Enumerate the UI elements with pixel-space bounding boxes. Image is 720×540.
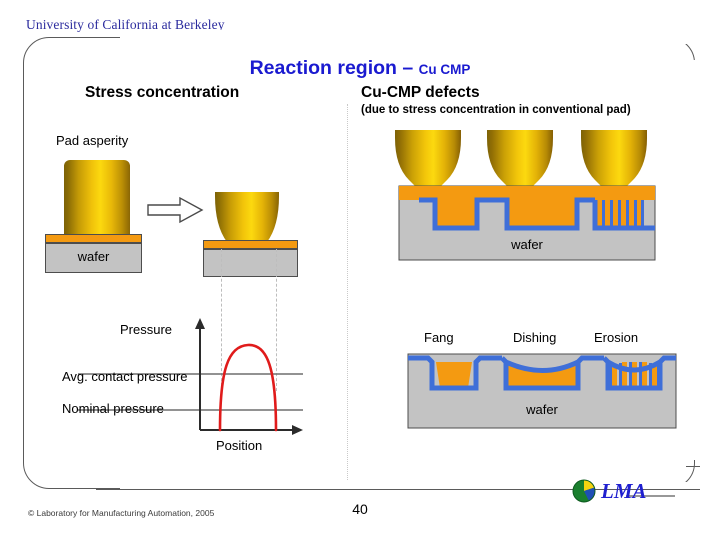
cu-cmp-defects-diagram xyxy=(407,353,677,429)
pad-asperity-3 xyxy=(581,130,647,186)
wafer1-body xyxy=(45,243,142,273)
erosion-line-1 xyxy=(612,364,617,388)
left-column-heading: Stress concentration xyxy=(85,84,240,101)
wafer1-label: wafer xyxy=(77,249,110,264)
guide-line-right xyxy=(276,249,277,391)
pie-circle-logo-icon xyxy=(572,479,675,503)
fang-copper xyxy=(436,362,472,388)
avg-contact-pressure-label: Avg. contact pressure xyxy=(62,369,188,384)
dense-line-2 xyxy=(605,200,610,226)
barrier-liner-1 xyxy=(419,197,495,231)
right-block-arrow-icon xyxy=(147,196,204,224)
frame-mask-top xyxy=(120,30,710,44)
nominal-pressure-label: Nominal pressure xyxy=(62,401,164,416)
page-number: 40 xyxy=(352,501,368,517)
wafer-label-bottom-diagram: wafer xyxy=(526,402,558,417)
trench-copper-1 xyxy=(435,200,477,228)
chart-x-axis-arrow xyxy=(292,425,303,435)
page-title-main: Reaction region xyxy=(249,57,397,79)
page-title-dash: – xyxy=(402,57,414,79)
chart-y-axis-label: Pressure xyxy=(120,322,173,337)
defect-label-dishing: Dishing xyxy=(513,330,557,345)
guide-line-left xyxy=(221,249,222,391)
barrier-liner-2 xyxy=(495,197,595,231)
dense-line-3 xyxy=(613,200,618,226)
trench-copper-2 xyxy=(507,200,577,228)
wafer-label-top-diagram: wafer xyxy=(511,237,543,252)
university-header: University of California at Berkeley xyxy=(26,17,225,32)
copper-overburden xyxy=(399,186,655,200)
copyright-text: © Laboratory for Manufacturing Automatio… xyxy=(28,508,215,518)
defect-label-fang: Fang xyxy=(424,330,454,345)
wafer2-copper-layer xyxy=(203,240,298,249)
frame-bottom-line xyxy=(96,488,700,490)
logo-text: LMA xyxy=(601,479,647,503)
frame-mask-right xyxy=(680,60,720,460)
page-title-sub: Cu CMP xyxy=(418,62,471,77)
chart-x-axis-label: Position xyxy=(216,438,263,453)
frame-right-line xyxy=(686,466,700,468)
fang-barrier xyxy=(408,355,502,391)
dense-array-bottom-barrier xyxy=(592,200,655,231)
column-divider xyxy=(347,104,348,480)
dense-line-5 xyxy=(629,200,634,226)
right-column-subheading: (due to stress concentration in conventi… xyxy=(361,104,631,116)
dense-array-barriers xyxy=(594,200,644,227)
cu-cmp-top-diagram xyxy=(395,130,656,261)
wafer2-body xyxy=(203,249,298,277)
chart-y-axis-arrow xyxy=(195,318,205,329)
pad-asperity-1 xyxy=(395,130,461,186)
erosion-line-5 xyxy=(652,364,657,388)
dense-line-6 xyxy=(637,200,641,226)
page-title: Reaction region – Cu CMP xyxy=(0,57,720,80)
pad-asperity-2 xyxy=(487,130,553,186)
wafer1-copper-layer xyxy=(45,234,142,243)
erosion-trench-barrier xyxy=(605,362,663,391)
dense-line-1 xyxy=(597,200,602,226)
erosion-line-3 xyxy=(632,362,637,388)
erosion-line-2 xyxy=(622,362,627,388)
dishing-trench-barrier xyxy=(503,362,581,391)
pad-asperity-flattened-shape xyxy=(215,192,279,249)
pressure-curve xyxy=(218,343,278,432)
pressure-position-chart xyxy=(78,318,303,435)
dense-line-4 xyxy=(621,200,626,226)
erosion-line-4 xyxy=(642,362,647,388)
right-column-heading: Cu-CMP defects xyxy=(361,84,480,101)
defect-label-erosion: Erosion xyxy=(594,330,639,345)
pad-asperity-label: Pad asperity xyxy=(56,133,129,148)
